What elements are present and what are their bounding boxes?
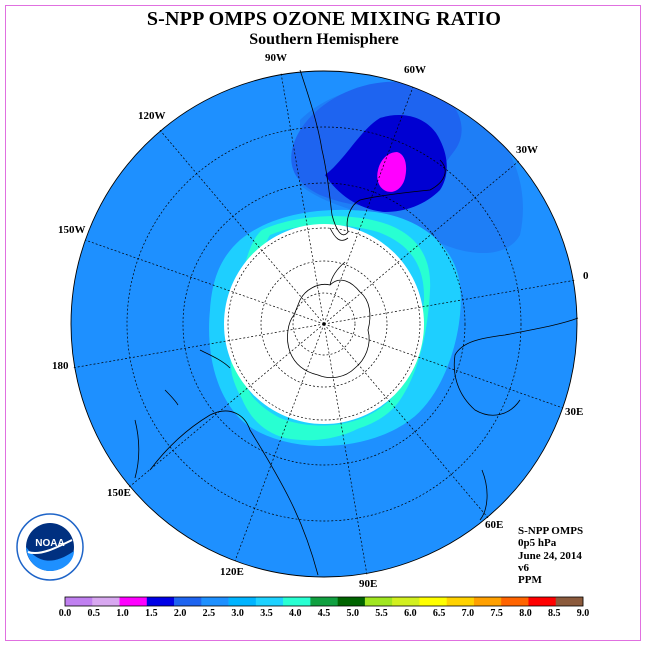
info-units: PPM	[518, 574, 542, 587]
colorbar-tick-label: 7.0	[461, 608, 475, 619]
meridian-lines	[71, 72, 577, 576]
colorbar-tick-label: 9.0	[576, 608, 590, 619]
colorbar-tick-label: 0.0	[58, 608, 72, 619]
colorbar-swatch	[310, 597, 338, 606]
info-version: v6	[518, 561, 529, 574]
colorbar-tick-label: 4.5	[317, 608, 331, 619]
colorbar-tick-label: 6.5	[432, 608, 446, 619]
colorbar-tick-label: 1.5	[145, 608, 158, 619]
colorbar-swatch	[528, 597, 557, 606]
lon-label-120e: 120E	[220, 566, 244, 578]
colorbar-tick-label: 7.5	[490, 608, 503, 619]
colorbar-tick-label: 6.0	[404, 608, 417, 619]
info-block: S-NPP OMPS 0p5 hPa June 24, 2014 v6 PPM	[518, 525, 583, 586]
colorbar-swatch	[255, 597, 284, 606]
lon-label-90w: 90W	[265, 52, 287, 64]
colorbar-swatch	[119, 597, 148, 606]
colorbar-tick-label: 4.0	[288, 608, 302, 619]
noaa-logo-text: NOAA	[35, 538, 64, 549]
colorbar-swatch	[419, 597, 447, 606]
colorbar-tick-label: 3.0	[231, 608, 244, 619]
colorbar-tick-label: 0.5	[87, 608, 101, 619]
contour-3.5-south	[232, 360, 380, 441]
lon-label-150e: 150E	[107, 487, 131, 499]
colorbar-swatch	[501, 597, 529, 606]
colorbar-swatch	[392, 597, 420, 606]
info-instrument: S-NPP OMPS	[518, 525, 584, 537]
colorbar-swatch	[473, 597, 502, 606]
coastlines	[134, 69, 579, 576]
info-pressure-level: 0p5 hPa	[518, 537, 557, 550]
lon-label-60w: 60W	[404, 64, 426, 76]
map-border	[70, 70, 578, 578]
colorbar	[64, 596, 584, 607]
colorbar-tick-label: 8.0	[519, 608, 532, 619]
lon-label-180: 180	[52, 360, 69, 372]
colorbar-swatch	[228, 597, 257, 606]
colorbar-tick-label: 8.5	[547, 608, 561, 619]
colorbar-swatch	[146, 597, 175, 606]
colorbar-swatch	[174, 597, 202, 606]
lon-label-30w: 30W	[516, 144, 538, 156]
colorbar-swatch	[92, 597, 120, 606]
lon-label-0: 0	[583, 270, 589, 282]
noaa-logo: NOAA	[16, 513, 84, 581]
colorbar-tick-label: 5.0	[346, 608, 360, 619]
lon-label-120w: 120W	[138, 110, 166, 122]
colorbar-swatch	[201, 597, 229, 606]
lon-label-60e: 60E	[485, 519, 504, 531]
colorbar-tick-label: 5.5	[375, 608, 388, 619]
colorbar-tick-label: 2.5	[202, 608, 216, 619]
map-title: S-NPP OMPS OZONE MIXING RATIO	[146, 8, 502, 30]
lon-label-30e: 30E	[565, 406, 584, 418]
colorbar-swatch	[555, 597, 584, 606]
colorbar-swatch	[446, 597, 475, 606]
colorbar-swatch	[337, 597, 366, 606]
map-subtitle: Southern Hemisphere	[249, 31, 399, 48]
latitude-lines	[126, 126, 522, 522]
colorbar-swatch	[364, 597, 393, 606]
colorbar-swatch	[65, 597, 93, 606]
colorbar-outline	[64, 596, 584, 607]
colorbar-tick-label: 3.5	[260, 608, 273, 619]
lon-label-90e: 90E	[359, 578, 378, 590]
colorbar-tick-label: 1.0	[116, 608, 129, 619]
info-date: June 24, 2014	[518, 549, 582, 562]
colorbar-tick-label: 2.0	[173, 608, 187, 619]
figure-frame	[5, 5, 641, 641]
colorbar-swatch	[283, 597, 311, 606]
lon-label-150w: 150W	[58, 224, 86, 236]
